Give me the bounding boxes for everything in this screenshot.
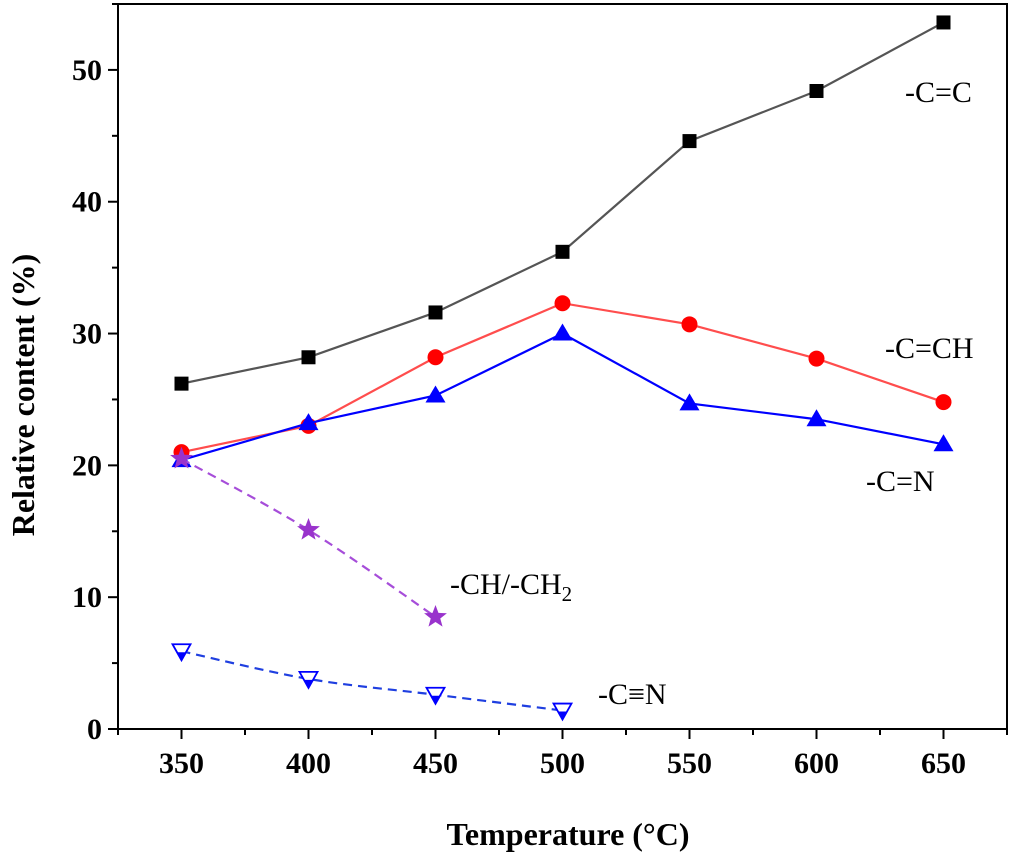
y-tick-label: 10 [72, 581, 102, 614]
data-point-triangle [552, 323, 573, 341]
data-point-star [297, 517, 320, 540]
data-point-triangle-down [551, 702, 574, 722]
data-point-triangle-down [297, 671, 320, 690]
x-tick-label: 500 [540, 747, 585, 780]
data-point-square [809, 84, 824, 98]
y-tick-label: 20 [72, 449, 102, 482]
series-label-c-triple-n: -C≡N [598, 678, 667, 711]
x-tick-label: 650 [921, 747, 966, 780]
series-layer [170, 15, 954, 722]
data-point-circle [427, 349, 444, 366]
data-point-star [424, 604, 447, 627]
data-point-circle [935, 394, 952, 411]
x-tick-label: 600 [794, 747, 839, 780]
data-point-triangle-down-fill [558, 711, 567, 720]
data-point-triangle-down [170, 643, 193, 663]
series-label-c-double-c: -C=C [905, 76, 972, 109]
series-3 [170, 446, 447, 627]
data-point-triangle [298, 413, 319, 431]
series-label-ch-ch2-main: -CH/-CH [450, 568, 562, 601]
y-tick-label: 50 [72, 54, 102, 87]
y-tick-label: 40 [72, 186, 102, 219]
data-point-triangle [933, 434, 954, 452]
data-point-triangle-down [424, 686, 447, 706]
data-point-circle [554, 295, 571, 312]
data-point-triangle [806, 409, 827, 427]
x-tick-label: 550 [667, 747, 712, 780]
data-point-circle [808, 350, 825, 367]
data-point-star [170, 446, 193, 469]
data-point-square [682, 134, 697, 149]
y-tick-label: 0 [87, 713, 102, 746]
data-point-square [301, 350, 316, 365]
series-label-ch-ch2-subscript: 2 [562, 582, 573, 606]
data-point-triangle-down-fill [177, 652, 186, 661]
x-tick-label: 350 [159, 747, 204, 780]
y-axis-title: Relative content (%) [5, 254, 41, 537]
data-point-triangle [425, 385, 446, 403]
data-point-square [428, 305, 443, 320]
axes: 350 400 450 500 550 600 650 0 10 20 30 40 50 [72, 3, 1008, 780]
data-point-square [555, 244, 570, 259]
y-tick-label: 30 [72, 318, 102, 351]
x-axis-title: Temperature (°C) [447, 816, 690, 852]
data-point-square [936, 15, 951, 30]
series-2 [171, 323, 954, 468]
data-point-square [174, 376, 189, 391]
series-label-c-double-n: -C=N [866, 465, 935, 498]
series-line [180, 457, 437, 618]
series-0 [174, 15, 951, 391]
series-4 [170, 643, 574, 722]
series-label-ch-ch2: -CH/-CH2 [450, 568, 572, 606]
data-point-triangle [679, 393, 700, 411]
data-point-circle [681, 316, 698, 333]
x-tick-label: 400 [286, 747, 331, 780]
x-tick-label: 450 [413, 747, 458, 780]
series-label-c-double-ch: -C=CH [885, 332, 974, 365]
data-point-triangle-down-fill [431, 695, 440, 704]
data-point-triangle-down-fill [304, 679, 313, 688]
